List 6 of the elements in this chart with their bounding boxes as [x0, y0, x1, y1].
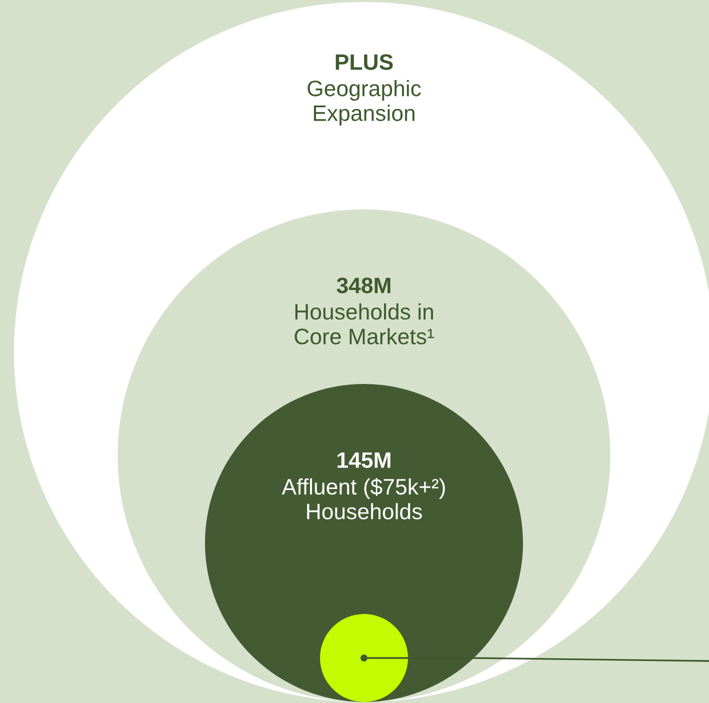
category-label: Affluent ($75k+²) Households	[282, 478, 445, 520]
data-label: 145M	[338, 452, 390, 468]
category-label: Households in Core Markets¹	[294, 303, 434, 344]
data-label: PLUS	[336, 54, 393, 70]
category-label: Geographic Expansion	[308, 80, 421, 126]
data-label: 348M	[336, 278, 390, 294]
